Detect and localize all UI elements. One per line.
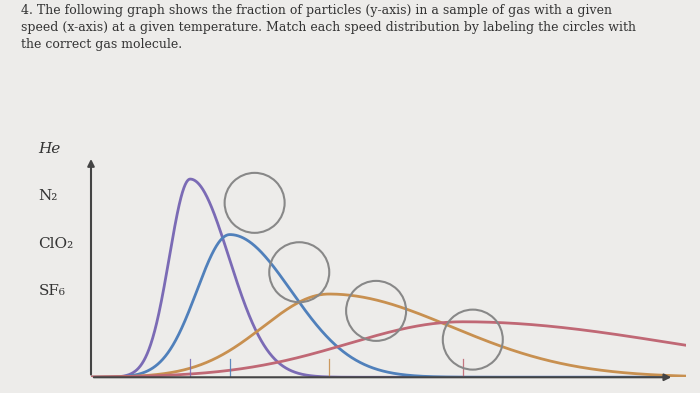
Text: He: He [38, 142, 61, 156]
Text: SF₆: SF₆ [38, 284, 66, 298]
Text: N₂: N₂ [38, 189, 58, 204]
Text: ClO₂: ClO₂ [38, 237, 74, 251]
Text: 4. The following graph shows the fraction of particles (y-axis) in a sample of g: 4. The following graph shows the fractio… [21, 4, 636, 51]
